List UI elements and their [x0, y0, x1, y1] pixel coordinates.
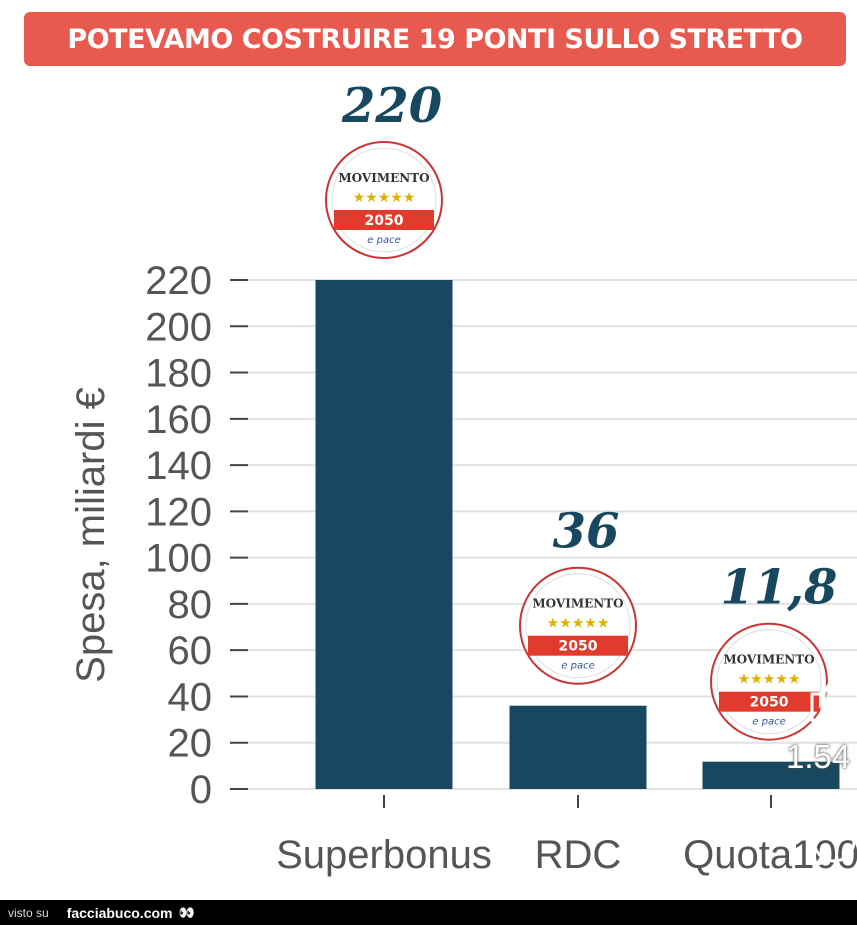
logo-year: 2050 — [750, 695, 789, 711]
logo-year: 2050 — [365, 213, 404, 229]
y-tick-label: 180 — [145, 352, 212, 396]
y-tick-label: 140 — [145, 444, 212, 488]
logo-tagline: e pace — [367, 235, 400, 246]
logo-name: MOVIMENTO — [532, 597, 623, 611]
logo-stars: ★★★★★ — [353, 190, 416, 206]
y-tick-label: 120 — [145, 490, 212, 534]
logo-name: MOVIMENTO — [338, 171, 429, 185]
x-tick-label: Quota100 — [683, 833, 857, 877]
logo-tagline: e pace — [752, 717, 785, 728]
logo-inner-ring — [716, 629, 822, 735]
y-tick-label: 20 — [168, 722, 213, 766]
y-tick-label: 80 — [168, 583, 213, 627]
comment-icon[interactable] — [808, 815, 857, 867]
y-tick-label: 200 — [145, 305, 212, 349]
eyes-icon: 👀 — [178, 904, 195, 920]
like-count: 1.54 — [786, 738, 851, 775]
y-tick-label: 100 — [145, 537, 212, 581]
footer-bar: visto su facciabuco.com 👀 — [0, 900, 857, 925]
logo-inner-ring — [525, 573, 631, 679]
bar — [509, 705, 647, 789]
y-tick-label: 220 — [145, 259, 212, 303]
bar-value-label: 11,8 — [721, 560, 838, 616]
footer-site-link[interactable]: facciabuco.com — [66, 904, 173, 921]
y-axis-label: Spesa, miliardi € — [69, 387, 113, 683]
y-tick-label: 160 — [145, 398, 212, 442]
bar-value-label: 36 — [553, 504, 620, 560]
x-tick-label: RDC — [535, 833, 622, 877]
logo-year: 2050 — [559, 639, 598, 655]
title-banner: POTEVAMO COSTRUIRE 19 PONTI SULLO STRETT… — [24, 12, 846, 66]
logo-band — [528, 635, 628, 656]
bar — [702, 761, 840, 789]
logo-tagline: e pace — [561, 661, 594, 672]
movimento-logo: MOVIMENTO ★★★★★ 2050 e pace — [519, 566, 637, 685]
movimento-logo: MOVIMENTO ★★★★★ 2050 e pace — [325, 141, 443, 259]
thumbs-up-icon[interactable] — [808, 668, 857, 724]
logo-band — [334, 210, 434, 230]
x-tick-label: Superbonus — [276, 833, 492, 877]
logo-stars: ★★★★★ — [547, 616, 610, 632]
logo-stars: ★★★★★ — [738, 672, 801, 688]
footer-visto: visto su — [8, 905, 49, 920]
logo-inner-ring — [331, 147, 437, 253]
bar-value-label: 220 — [341, 78, 442, 134]
y-tick-label: 40 — [168, 675, 213, 719]
movimento-logo: MOVIMENTO ★★★★★ 2050 e pace — [710, 622, 828, 741]
bar — [315, 280, 453, 789]
logo-name: MOVIMENTO — [723, 653, 814, 667]
logo-band — [719, 691, 819, 712]
banner-text: POTEVAMO COSTRUIRE 19 PONTI SULLO STRETT… — [67, 23, 803, 55]
y-tick-label: 0 — [190, 768, 212, 812]
y-tick-label: 60 — [168, 629, 213, 673]
